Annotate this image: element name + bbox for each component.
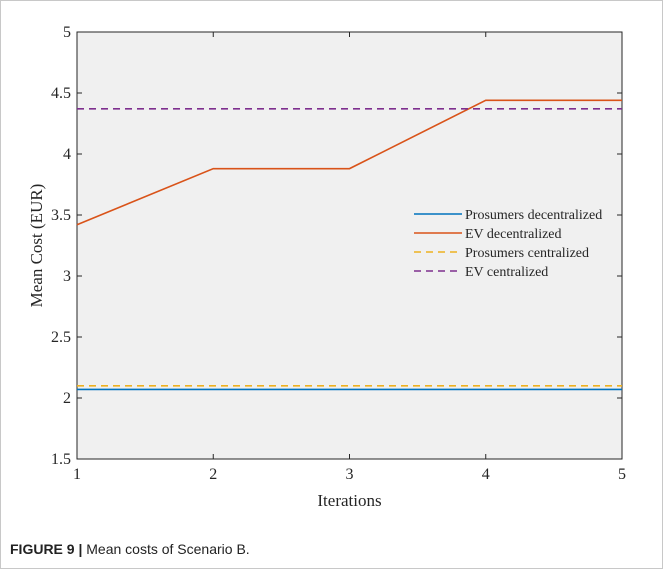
legend-label-0: Prosumers decentralized bbox=[465, 208, 602, 223]
x-tick-label: 5 bbox=[618, 466, 626, 483]
y-tick-label: 1.5 bbox=[51, 451, 71, 468]
y-tick-label: 3 bbox=[63, 268, 71, 285]
legend-label-2: Prosumers centralized bbox=[465, 246, 589, 261]
line-chart: 1 2 3 4 5 1.5 2 2.5 3 3.5 4 4.5 5 Prosumers decentra… bbox=[27, 24, 626, 510]
series-lines bbox=[76, 99, 622, 391]
axis-ticks: 1 2 3 4 5 1.5 2 2.5 3 3.5 4 4.5 5 bbox=[51, 24, 626, 483]
figure-caption: FIGURE 9 | Mean costs of Scenario B. bbox=[10, 541, 250, 557]
y-axis-label: Mean Cost (EUR) bbox=[27, 184, 46, 308]
y-tick-label: 4 bbox=[63, 146, 71, 163]
x-axis-label: Iterations bbox=[317, 491, 381, 510]
x-tick-label: 4 bbox=[482, 466, 490, 483]
legend-label-3: EV centralized bbox=[465, 265, 548, 280]
series-line-1 bbox=[76, 99, 622, 226]
y-tick-label: 5 bbox=[63, 24, 71, 41]
x-tick-label: 2 bbox=[209, 466, 217, 483]
caption-label: FIGURE 9 | bbox=[10, 541, 83, 557]
y-tick-label: 4.5 bbox=[51, 85, 71, 102]
x-tick-label: 1 bbox=[73, 466, 81, 483]
legend: Prosumers decentralized EV decentralized P… bbox=[414, 208, 602, 280]
legend-label-1: EV decentralized bbox=[465, 227, 562, 242]
x-tick-label: 3 bbox=[346, 466, 354, 483]
y-tick-label: 2.5 bbox=[51, 329, 71, 346]
y-tick-label: 2 bbox=[63, 390, 71, 407]
caption-text: Mean costs of Scenario B. bbox=[82, 541, 250, 557]
y-tick-label: 3.5 bbox=[51, 207, 71, 224]
